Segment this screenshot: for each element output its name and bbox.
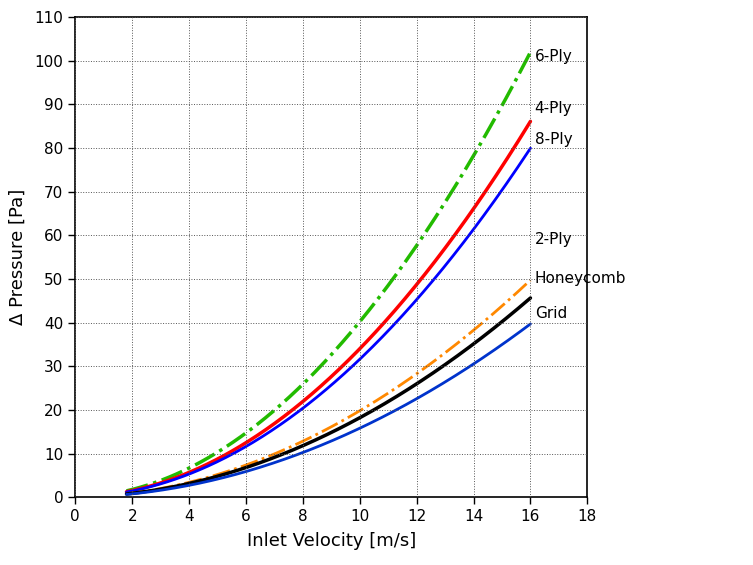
Text: 6-Ply: 6-Ply: [535, 49, 572, 64]
Text: Honeycomb: Honeycomb: [535, 271, 626, 286]
Text: 8-Ply: 8-Ply: [535, 132, 572, 147]
Text: 2-Ply: 2-Ply: [535, 232, 572, 247]
Text: 4-Ply: 4-Ply: [535, 101, 572, 116]
Y-axis label: Δ Pressure [Pa]: Δ Pressure [Pa]: [8, 189, 26, 325]
Text: Grid: Grid: [535, 306, 567, 321]
X-axis label: Inlet Velocity [m/s]: Inlet Velocity [m/s]: [247, 532, 416, 550]
